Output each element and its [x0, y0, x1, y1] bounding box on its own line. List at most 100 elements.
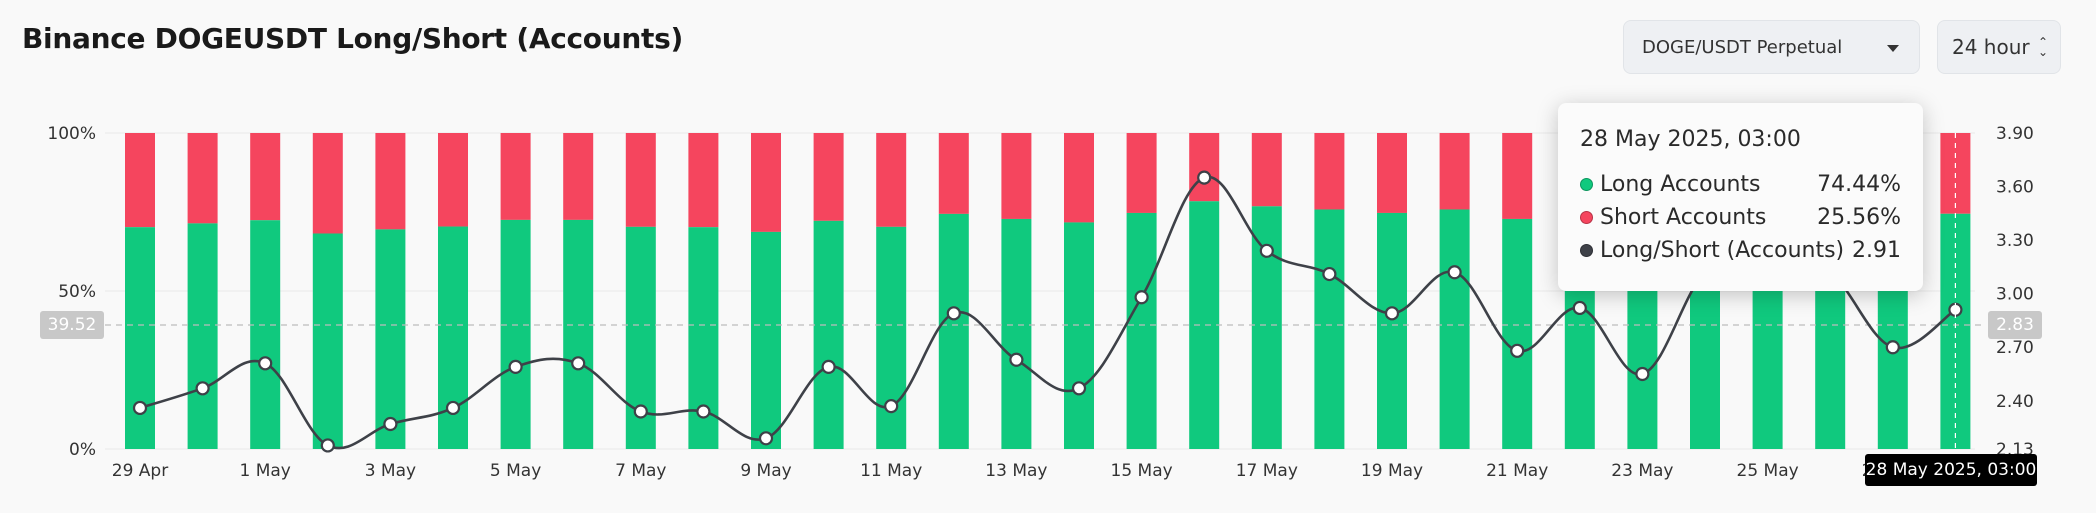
ratio-point — [696, 404, 711, 419]
ratio-point — [1009, 352, 1024, 367]
short-bar — [1189, 133, 1220, 202]
short-bar — [1502, 133, 1533, 219]
ratio-point — [132, 400, 148, 416]
long-bar — [1001, 218, 1032, 449]
x-tick-label: 17 May — [1236, 461, 1298, 481]
short-bar — [563, 133, 594, 220]
long-bar — [1439, 209, 1470, 449]
short-bar — [125, 133, 155, 228]
long-bar — [312, 233, 343, 449]
ratio-point — [633, 404, 648, 419]
long-bar — [125, 227, 155, 449]
tooltip-date: 28 May 2025, 03:00 — [1580, 127, 1801, 152]
short-bar — [1064, 133, 1094, 223]
long-bar — [1377, 212, 1407, 449]
y-left-tick-label: 50% — [58, 282, 96, 302]
y-right-tick-label: 3.60 — [1996, 178, 2034, 198]
y-right-tick-label: 2.40 — [1996, 392, 2034, 412]
ratio-point — [1572, 300, 1587, 316]
ratio-point — [1885, 340, 1900, 355]
up-down-chevron-icon: ⌃ ⌄ — [2037, 35, 2048, 59]
x-tick-label: 9 May — [740, 461, 791, 481]
x-tick-label: 1 May — [240, 461, 291, 481]
y-right-tick-label: 3.30 — [1996, 231, 2034, 251]
long-bar — [876, 226, 907, 449]
short-bar — [876, 133, 907, 227]
x-tick-label: 5 May — [490, 461, 541, 481]
long-bar — [563, 219, 594, 449]
ratio-point — [946, 306, 961, 321]
short-bar — [250, 133, 281, 221]
x-tick-label: 19 May — [1361, 461, 1423, 481]
short-bar — [1001, 133, 1032, 219]
crosshair-date-label: 28 May 2025, 03:00 — [1865, 454, 2037, 486]
ratio-point — [383, 416, 398, 432]
short-bar — [625, 133, 656, 227]
crosshair-left-value: 39.52 — [40, 311, 104, 339]
short-bar — [938, 133, 969, 214]
tooltip-value: 2.91 — [1852, 238, 1901, 263]
x-tick-label: 15 May — [1111, 461, 1173, 481]
short-dot-icon — [1580, 211, 1593, 224]
tooltip-label: Long Accounts — [1600, 172, 1761, 197]
y-right-tick-label: 3.00 — [1996, 285, 2034, 305]
x-tick-label: 13 May — [985, 461, 1047, 481]
ratio-point — [1384, 306, 1400, 321]
ratio-point — [195, 381, 210, 396]
short-bar — [312, 133, 343, 234]
short-bar — [751, 133, 781, 232]
chart-title: Binance DOGEUSDT Long/Short (Accounts) — [22, 22, 683, 55]
ratio-point — [1322, 266, 1337, 282]
long-bar — [1189, 201, 1220, 449]
ratio-dot-icon — [1580, 244, 1593, 257]
ratio-point — [320, 438, 335, 453]
tooltip-value: 74.44% — [1817, 172, 1901, 197]
ratio-point — [445, 400, 461, 416]
long-dot-icon — [1580, 178, 1593, 191]
ratio-point — [1071, 381, 1087, 396]
ratio-point — [258, 356, 273, 371]
y-left-tick-label: 0% — [69, 440, 96, 460]
symbol-select[interactable]: DOGE/USDT Perpetual — [1623, 20, 1920, 74]
short-bar — [1126, 133, 1157, 213]
interval-select[interactable]: 24 hour ⌃ ⌄ — [1937, 20, 2061, 74]
y-right-tick-label: 2.70 — [1996, 338, 2034, 358]
ratio-point — [758, 431, 774, 446]
tooltip-label: Long/Short (Accounts) — [1600, 238, 1845, 263]
ratio-point — [571, 356, 586, 371]
x-tick-label: 23 May — [1611, 461, 1673, 481]
long-bar — [1502, 218, 1533, 449]
tooltip-value: 25.56% — [1817, 205, 1901, 230]
short-bar — [1314, 133, 1345, 210]
ratio-point — [1635, 366, 1650, 382]
short-bar — [438, 133, 468, 227]
crosshair-right-value: 2.83 — [1988, 311, 2042, 339]
long-bar — [938, 213, 969, 449]
y-right-tick-label: 3.90 — [1996, 124, 2034, 144]
interval-select-value: 24 hour — [1952, 35, 2030, 59]
ratio-point — [1197, 170, 1212, 185]
ratio-point — [1134, 290, 1149, 305]
ratio-point — [884, 399, 899, 414]
long-bar — [751, 231, 781, 449]
ratio-point — [1447, 265, 1462, 280]
tooltip-row-short: Short Accounts 25.56% — [1580, 201, 1901, 234]
short-bar — [187, 133, 218, 224]
long-bar — [1314, 209, 1345, 449]
tooltip-row-ratio: Long/Short (Accounts) 2.91 — [1580, 234, 1901, 267]
long-bar — [1251, 206, 1282, 449]
x-tick-label: 7 May — [615, 461, 666, 481]
long-bar — [813, 220, 844, 449]
chart-tooltip: 28 May 2025, 03:00 Long Accounts 74.44% … — [1558, 103, 1923, 291]
short-bar — [500, 133, 531, 220]
long-bar — [250, 220, 281, 449]
long-bar — [187, 223, 218, 449]
y-left-tick-label: 100% — [47, 124, 96, 144]
ratio-point — [1510, 343, 1525, 358]
ratio-point — [508, 359, 523, 374]
long-bar — [1064, 222, 1094, 449]
x-tick-label: 11 May — [860, 461, 922, 481]
short-bar — [375, 133, 406, 230]
short-bar — [1251, 133, 1282, 207]
long-bar — [375, 229, 406, 449]
